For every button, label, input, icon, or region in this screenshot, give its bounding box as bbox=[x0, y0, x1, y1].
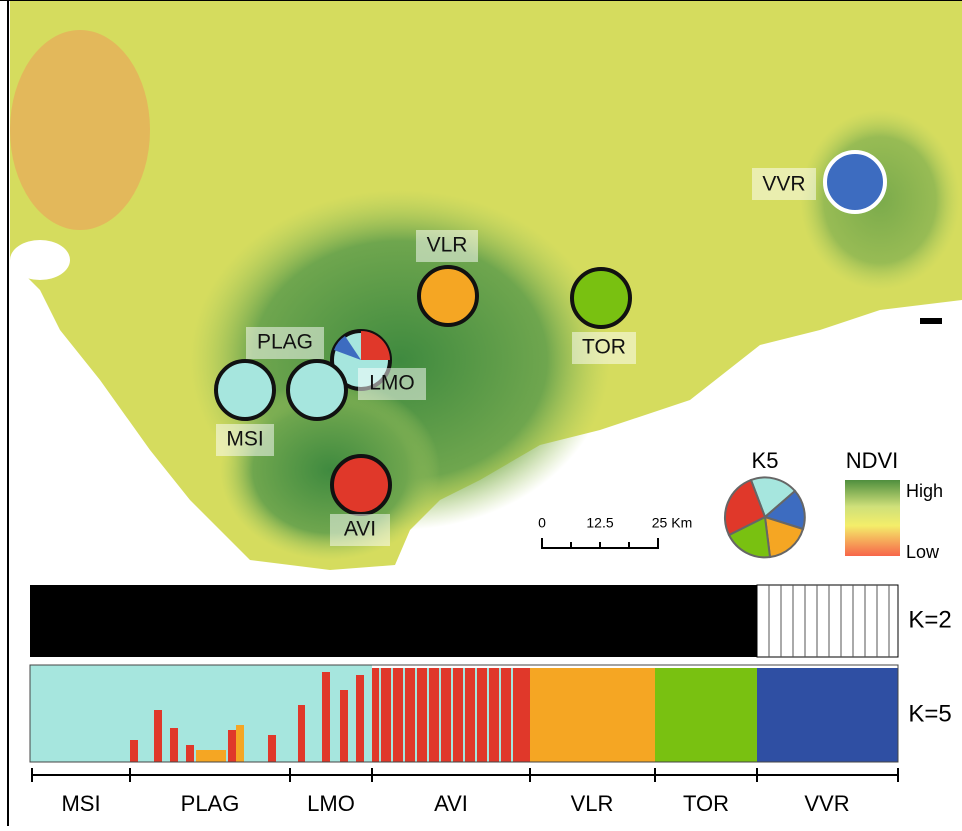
site-label: PLAG bbox=[257, 331, 313, 354]
site-label: VLR bbox=[427, 234, 468, 257]
legend-label: Low bbox=[906, 542, 940, 562]
population-axis bbox=[32, 768, 898, 782]
legend-title: K5 bbox=[752, 448, 779, 473]
north-mark bbox=[920, 318, 942, 324]
population-label: AVI bbox=[434, 791, 468, 816]
k2-cluster bbox=[30, 585, 757, 657]
ndvi-ramp bbox=[845, 480, 900, 556]
structure-plot: K=2 K=5 MSI PLAG LMO AVI VLR TOR VVR bbox=[30, 585, 952, 816]
scale-label: 12.5 bbox=[586, 515, 613, 531]
scale-bar bbox=[542, 538, 658, 548]
site-pie bbox=[288, 361, 346, 419]
site-label: VVR bbox=[762, 173, 805, 196]
population-label: PLAG bbox=[181, 791, 240, 816]
population-label: LMO bbox=[307, 791, 355, 816]
site-pie bbox=[332, 456, 390, 514]
site-label: AVI bbox=[344, 518, 376, 541]
row-label: K=2 bbox=[908, 606, 951, 633]
figure: VVR VLR TOR PLAG LMO MSI AVI 0 12.5 25 K… bbox=[0, 0, 962, 826]
legend-label: High bbox=[906, 481, 943, 501]
population-label: VLR bbox=[571, 791, 614, 816]
site-pie bbox=[216, 361, 274, 419]
legend-pie bbox=[725, 477, 805, 557]
population-label: TOR bbox=[683, 791, 729, 816]
k5-segment bbox=[655, 668, 757, 762]
site-pie bbox=[419, 267, 477, 325]
scale-label: 0 bbox=[538, 515, 546, 531]
site-label: MSI bbox=[226, 428, 263, 451]
legend-title: NDVI bbox=[846, 448, 899, 473]
site-pie bbox=[572, 269, 630, 327]
k5-segment bbox=[530, 668, 655, 762]
k5-segment bbox=[30, 665, 130, 762]
site-label: LMO bbox=[369, 372, 415, 395]
population-label: VVR bbox=[804, 791, 849, 816]
estuary bbox=[10, 240, 70, 280]
k5-segment bbox=[757, 668, 898, 762]
population-label: MSI bbox=[61, 791, 100, 816]
row-label: K=5 bbox=[908, 700, 951, 727]
bare-area bbox=[10, 30, 150, 230]
site-label: TOR bbox=[582, 336, 626, 359]
scale-label: 25 Km bbox=[652, 515, 692, 531]
site-pie bbox=[825, 152, 885, 212]
